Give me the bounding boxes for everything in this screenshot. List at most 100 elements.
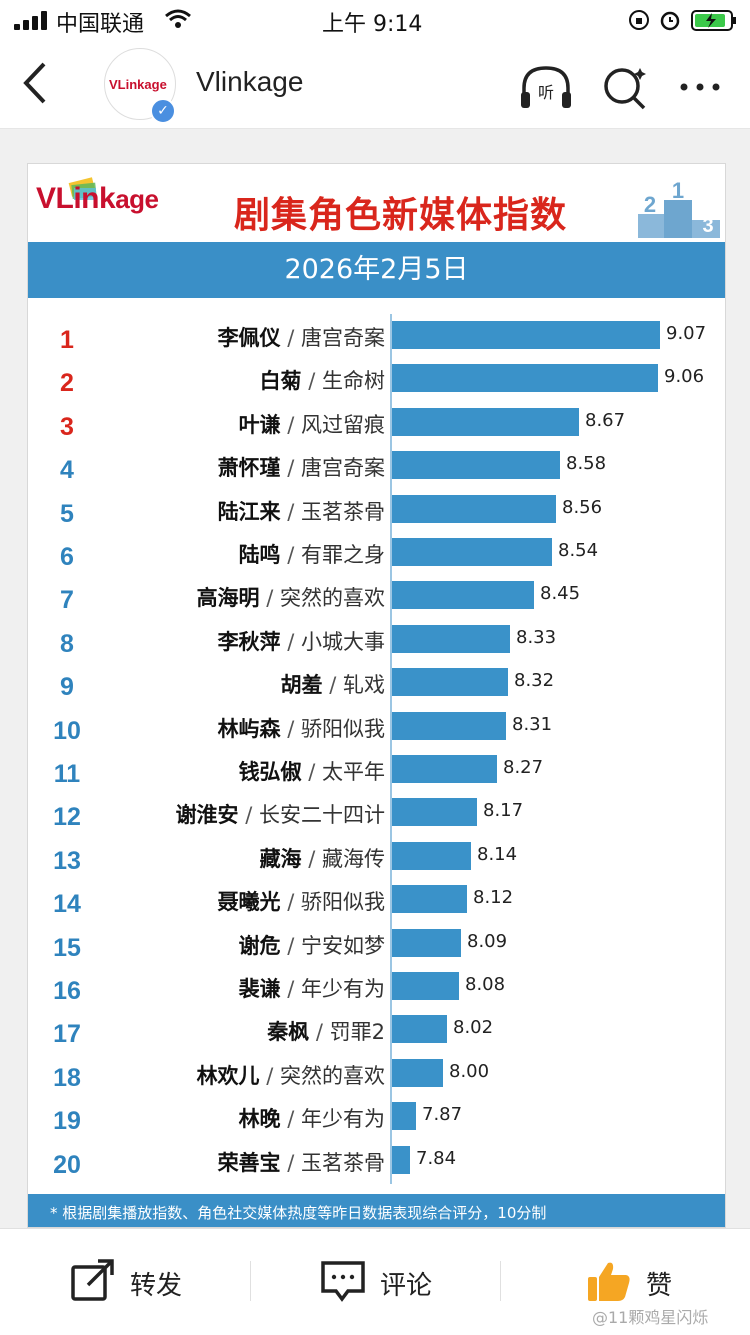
row-label: 荣善宝 / 玉茗茶骨 [218,1147,385,1177]
score-value: 8.33 [516,626,557,648]
svg-text:听: 听 [538,83,554,102]
character-name: 林屿森 [217,716,281,741]
drama-title: 有罪之身 [301,543,385,567]
status-bar: 中国联通 上午 9:14 [0,0,750,40]
score-bar [392,407,579,436]
drama-title: 唐宫奇案 [301,456,385,481]
character-name: 陆鸣 [238,543,281,567]
svg-text:3: 3 [702,215,713,237]
rank-number: 15 [53,933,81,962]
character-name: 林欢儿 [196,1063,260,1088]
drama-title: 唐宫奇案 [301,326,385,350]
score-bar [392,494,556,523]
score-value: 8.58 [566,453,607,475]
score-bar [392,1145,410,1174]
row-label: 李秋萍 / 小城大事 [218,626,385,656]
score-bar [392,711,506,740]
rank-number: 18 [53,1063,81,1092]
ranking-row: 1 李佩仪 / 唐宫奇案 9.07 [28,320,725,356]
rank-number: 19 [53,1107,81,1136]
ranking-row: 3 叶谦 / 风过留痕 8.67 [28,407,725,443]
rank-number: 8 [60,629,74,658]
signal-icon [14,10,50,30]
label-separator: / [280,326,301,350]
ranking-row: 16 裴谦 / 年少有为 8.08 [28,971,725,1007]
character-name: 藏海 [259,846,302,871]
character-name: 荣善宝 [217,1150,281,1175]
ranking-row: 2 白菊 / 生命树 9.06 [28,363,725,399]
brand-logo: VLinkage [36,182,159,215]
rank-number: 14 [53,890,81,919]
rank-number: 9 [60,673,74,702]
character-name: 高海明 [196,586,260,611]
rank-number: 12 [53,803,81,832]
character-name: 李秋萍 [217,629,281,654]
date-banner: 2026年2月5日 [28,242,725,298]
svg-text:1: 1 [672,178,684,203]
ranking-row: 7 高海明 / 突然的喜欢 8.45 [28,580,725,616]
score-bar [392,928,461,957]
drama-title: 罚罪2 [329,1020,385,1045]
watermark: @11颗鸡星闪烁 [592,1308,709,1327]
label-separator: / [259,1063,280,1088]
row-label: 叶谦 / 风过留痕 [239,409,385,439]
label-separator: / [280,933,301,958]
more-icon[interactable] [674,62,730,112]
row-label: 陆江来 / 玉茗茶骨 [218,496,385,526]
back-icon[interactable] [20,60,52,106]
nav-bar: VLinkage ✓ Vlinkage 听 [0,40,750,129]
score-bar [392,364,658,393]
label-separator: / [322,673,343,698]
character-name: 白菊 [259,369,302,394]
character-name: 陆江来 [217,499,281,524]
label-separator: / [280,456,301,481]
battery-icon [629,10,736,31]
label-separator: / [301,369,322,394]
score-bar [392,538,552,566]
footnote: * 根据剧集播放指数、角色社交媒体热度等昨日数据表现综合评分，10分制 [28,1194,725,1227]
like-label: 赞 [646,1271,673,1301]
verified-badge-icon: ✓ [150,98,176,124]
row-label: 萧怀瑾 / 唐宫奇案 [218,452,385,482]
score-bar [392,798,477,827]
search-icon[interactable] [598,62,654,112]
label-separator: / [280,890,301,915]
score-value: 8.31 [512,713,553,735]
row-label: 秦枫 / 罚罪2 [267,1016,385,1046]
score-bar [392,1058,443,1087]
drama-title: 骄阳似我 [301,890,385,915]
svg-text:2: 2 [644,192,656,217]
label-separator: / [280,629,301,654]
rank-number: 7 [60,586,74,615]
comment-label: 评论 [380,1271,433,1301]
ranking-row: 17 秦枫 / 罚罪2 8.02 [28,1014,725,1050]
rank-number: 2 [60,369,74,398]
score-bar [392,321,660,349]
drama-title: 生命树 [322,369,385,394]
drama-title: 藏海传 [322,846,385,871]
score-value: 8.12 [473,887,514,909]
drama-title: 太平年 [322,760,385,784]
label-separator: / [280,1150,301,1175]
drama-title: 小城大事 [301,629,385,654]
clock: 上午 9:14 [322,12,423,37]
rank-number: 20 [53,1150,81,1179]
ranking-card[interactable]: VLinkage 剧集角色新媒体指数 1 2 3 2026年2月5日 1 李佩仪 … [27,163,726,1228]
score-value: 7.84 [416,1147,457,1169]
score-bar [392,755,497,783]
score-value: 8.45 [540,583,581,605]
rank-number: 6 [60,543,74,571]
rank-number: 4 [60,456,74,485]
row-label: 聂曦光 / 骄阳似我 [218,886,385,916]
score-bar [392,451,560,480]
listen-icon[interactable]: 听 [518,62,574,112]
score-value: 8.54 [558,540,599,561]
repost-label: 转发 [130,1271,183,1301]
rank-number: 16 [53,977,81,1005]
label-separator: / [309,1020,330,1045]
carrier-label: 中国联通 [56,12,145,37]
ranking-row: 9 胡羞 / 轧戏 8.32 [28,667,725,703]
score-bar [392,1015,447,1044]
drama-title: 突然的喜欢 [280,586,385,611]
ranking-row: 11 钱弘俶 / 太平年 8.27 [28,754,725,790]
